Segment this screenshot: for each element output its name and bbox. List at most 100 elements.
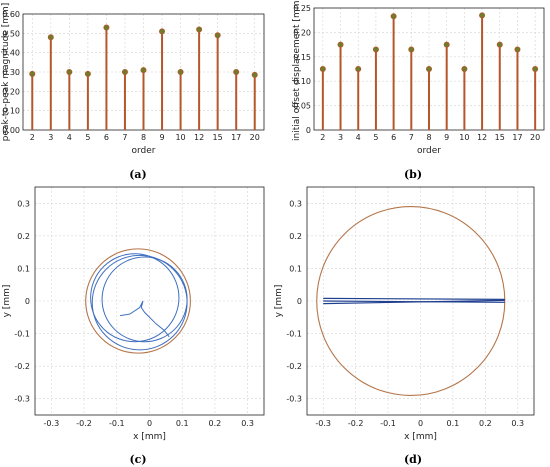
stem-marker — [29, 70, 36, 77]
stem-marker — [233, 69, 240, 76]
y-tick-label: 0.1 — [289, 264, 302, 273]
y-tick-label: 0.60 — [2, 10, 20, 19]
stem-marker — [319, 66, 326, 73]
y-tick-label: 0.20 — [2, 87, 20, 96]
x-tick-label: 12 — [194, 133, 204, 142]
x-tick-label: 6 — [104, 133, 109, 142]
x-tick-label: -0.1 — [380, 419, 396, 428]
y-tick-label: -0.1 — [286, 330, 302, 339]
y-axis-label: peak-to-peak magnitude [mm] — [1, 3, 11, 142]
x-tick-label: 0.1 — [176, 419, 189, 428]
x-axis-label: x [mm] — [404, 432, 437, 442]
y-tick-label: -0.3 — [14, 395, 30, 404]
stem-marker — [408, 46, 415, 53]
y-tick-label: 0 — [297, 297, 302, 306]
stem-marker — [496, 41, 503, 48]
x-tick-label: 2 — [30, 133, 35, 142]
y-tick-label: 0.25 — [293, 4, 311, 13]
y-tick-label: 0 — [25, 297, 30, 306]
y-axis-label: y [mm] — [2, 285, 12, 318]
x-tick-label: -0.3 — [315, 419, 331, 428]
x-tick-label: 7 — [409, 133, 414, 142]
stem-marker — [177, 69, 184, 76]
stem-marker — [372, 46, 379, 53]
stem-marker — [196, 26, 203, 33]
x-tick-label: 7 — [122, 133, 127, 142]
stem-marker — [121, 69, 128, 76]
stem-marker — [461, 66, 468, 73]
x-tick-label: 6 — [391, 133, 396, 142]
x-tick-label: 0.2 — [209, 419, 222, 428]
stem-marker — [214, 32, 221, 39]
y-tick-label: 0.40 — [2, 49, 20, 58]
orbit-trace — [91, 254, 188, 351]
stem-marker — [479, 12, 486, 19]
panel-label: (d) — [404, 453, 422, 466]
y-tick-label: 0.2 — [289, 232, 302, 241]
x-tick-label: 9 — [444, 133, 449, 142]
x-tick-label: 20 — [530, 133, 540, 142]
x-tick-label: 0.2 — [479, 419, 492, 428]
transient-path — [119, 300, 170, 338]
x-tick-label: -0.2 — [348, 419, 364, 428]
reference-circle — [85, 248, 191, 354]
y-tick-label: -0.2 — [286, 362, 302, 371]
x-tick-label: 10 — [459, 133, 469, 142]
y-tick-label: 0 — [306, 126, 311, 135]
y-tick-label: 0.00 — [2, 126, 20, 135]
y-tick-label: -0.2 — [14, 362, 30, 371]
plot-frame — [306, 186, 535, 416]
plot-frame — [34, 186, 265, 416]
x-tick-label: 0.3 — [241, 419, 254, 428]
x-tick-label: 0.1 — [447, 419, 460, 428]
stem-marker — [337, 41, 344, 48]
y-axis-label: y [mm] — [274, 285, 284, 318]
stem-marker — [47, 34, 54, 41]
x-tick-label: 15 — [495, 133, 505, 142]
panel-label: (c) — [129, 453, 146, 466]
panel-label: (b) — [404, 168, 422, 181]
stem-marker — [532, 66, 539, 73]
x-tick-label: -0.2 — [76, 419, 92, 428]
x-tick-label: 10 — [175, 133, 185, 142]
stem-marker — [66, 69, 73, 76]
x-tick-label: 17 — [512, 133, 522, 142]
stem-marker — [159, 28, 166, 35]
stem-marker — [355, 66, 362, 73]
orbit-trace — [323, 297, 505, 300]
y-tick-label: 0.3 — [289, 199, 302, 208]
stem-marker — [443, 41, 450, 48]
x-tick-label: 2 — [320, 133, 325, 142]
x-tick-label: 0 — [418, 419, 423, 428]
y-tick-label: 0.15 — [293, 53, 311, 62]
x-tick-label: 0.3 — [511, 419, 524, 428]
x-tick-label: -0.1 — [109, 419, 125, 428]
y-tick-label: -0.3 — [286, 395, 302, 404]
y-tick-label: 0.3 — [17, 199, 30, 208]
y-axis-label: initial offset displacement [mm] — [292, 0, 302, 141]
orbit-trace — [323, 299, 505, 305]
y-tick-label: 0.50 — [2, 29, 20, 38]
stem-marker — [103, 24, 110, 31]
x-axis-label: x [mm] — [133, 432, 166, 442]
x-tick-label: 5 — [373, 133, 378, 142]
orbit-trace — [90, 253, 180, 343]
stem-marker — [425, 66, 432, 73]
y-tick-label: 0.10 — [293, 77, 311, 86]
stem-marker — [251, 71, 258, 78]
x-tick-label: 8 — [426, 133, 431, 142]
x-tick-label: 4 — [67, 133, 72, 142]
stem-marker — [140, 67, 147, 74]
x-tick-label: 12 — [477, 133, 487, 142]
stem-marker — [390, 13, 397, 20]
y-tick-label: 0.2 — [17, 232, 30, 241]
x-tick-label: 9 — [159, 133, 164, 142]
y-tick-label: 0.1 — [17, 264, 30, 273]
x-tick-label: 17 — [231, 133, 241, 142]
y-tick-label: 0.05 — [293, 102, 311, 111]
x-tick-label: 20 — [250, 133, 260, 142]
x-tick-label: 0 — [147, 419, 152, 428]
x-axis-label: order — [132, 146, 156, 156]
